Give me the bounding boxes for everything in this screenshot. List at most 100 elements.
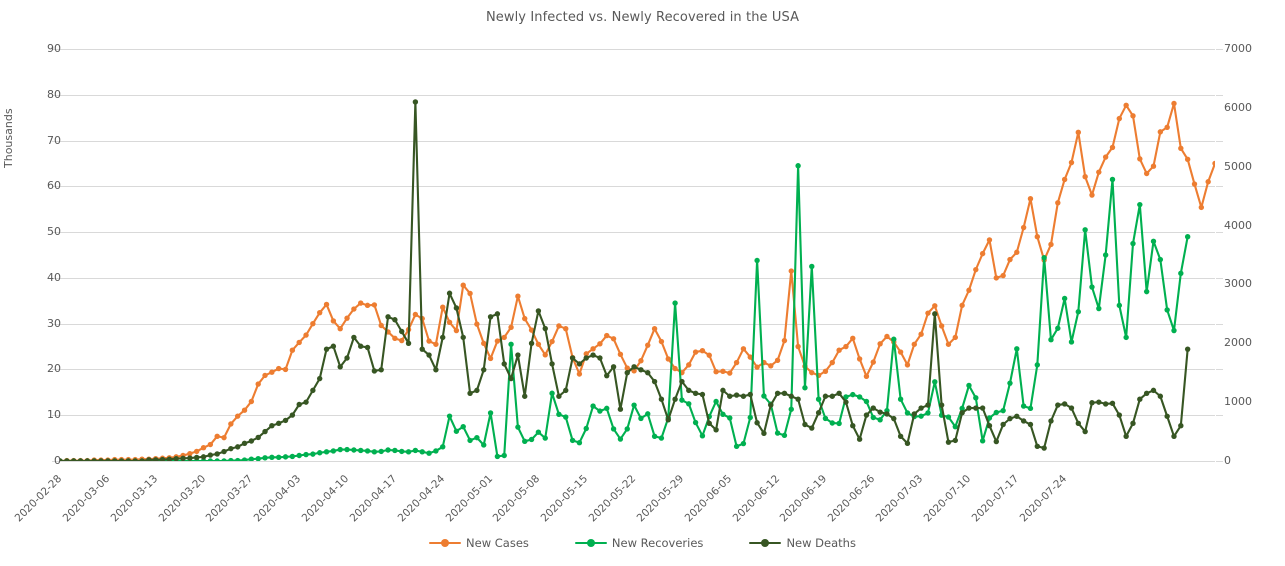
y-tick-mark-right (1216, 140, 1223, 142)
data-point (945, 341, 952, 347)
data-point (658, 435, 665, 441)
data-point (433, 367, 439, 373)
data-point (904, 362, 911, 368)
data-point (617, 351, 624, 358)
data-point (925, 310, 931, 316)
y-tick-label-left: 70 (47, 133, 61, 147)
data-point (296, 339, 302, 346)
data-point (699, 433, 706, 439)
data-point (446, 290, 453, 296)
data-point (672, 396, 678, 402)
data-point (433, 341, 439, 347)
x-tick-label: 2020-03-27 (203, 472, 256, 525)
y-tick-label-left: 80 (47, 87, 61, 101)
data-point (358, 447, 364, 454)
legend-dot (441, 539, 450, 547)
data-point (850, 335, 856, 342)
data-point (713, 398, 719, 405)
y-tick-mark-right (1216, 94, 1223, 96)
data-point (1109, 144, 1116, 151)
data-point (528, 327, 535, 333)
data-point (446, 319, 453, 325)
data-point (481, 340, 487, 347)
data-point (282, 417, 289, 424)
data-point (610, 364, 617, 370)
data-point (1178, 145, 1184, 152)
data-point (1075, 420, 1082, 427)
data-point (522, 393, 528, 399)
data-point (1116, 115, 1123, 122)
data-point (1130, 240, 1136, 247)
data-point (255, 434, 261, 441)
data-point (911, 411, 917, 417)
data-point (481, 442, 487, 448)
legend-label: New Deaths (786, 536, 856, 550)
data-point (535, 429, 542, 435)
data-point (105, 458, 111, 461)
data-point (296, 401, 302, 408)
data-point (877, 409, 883, 415)
data-point (727, 415, 733, 421)
legend-item[interactable]: New Recoveries (574, 536, 703, 550)
data-point (1137, 201, 1143, 208)
data-point (822, 415, 829, 422)
data-point (672, 300, 678, 306)
y-tick-mark-right (1216, 49, 1223, 50)
data-point (863, 373, 870, 380)
data-point (795, 396, 801, 402)
data-point (228, 445, 234, 452)
data-point (1178, 422, 1184, 429)
data-point (337, 364, 343, 370)
data-point (720, 368, 726, 374)
data-point (604, 405, 610, 412)
data-point (467, 390, 473, 397)
y-tick-mark-left (52, 232, 59, 234)
data-point (959, 302, 965, 309)
y-tick-label-right: 1000 (1224, 395, 1252, 409)
data-point (467, 290, 473, 297)
data-point (679, 378, 685, 385)
data-point (959, 410, 965, 416)
data-point (617, 436, 624, 442)
data-point (207, 452, 214, 458)
legend-item[interactable]: New Deaths (749, 536, 856, 550)
data-point (221, 434, 227, 441)
y-tick-mark-right (1216, 232, 1223, 234)
y-tick-label-left: 30 (47, 316, 61, 330)
data-point (1123, 102, 1129, 109)
data-point (651, 326, 658, 332)
data-point (870, 414, 876, 421)
data-point (433, 448, 439, 454)
data-point (624, 370, 630, 376)
legend-dot (761, 539, 770, 547)
data-point (610, 426, 617, 432)
y-tick-label-right: 2000 (1224, 336, 1252, 350)
data-point (549, 361, 555, 367)
data-point (815, 396, 822, 402)
data-point (631, 402, 637, 408)
data-point (255, 456, 261, 461)
data-point (706, 420, 712, 427)
data-point (241, 457, 248, 461)
y-tick-mark-right (1216, 369, 1223, 371)
data-point (638, 358, 644, 364)
data-point (897, 433, 904, 439)
legend-swatch-icon (749, 538, 782, 548)
data-point (815, 410, 822, 416)
data-point (938, 402, 945, 408)
data-point (1137, 396, 1143, 402)
data-point (303, 332, 309, 338)
data-point (378, 367, 384, 373)
y-tick-mark-right (1216, 186, 1223, 188)
data-point (576, 371, 583, 377)
data-point (1191, 181, 1198, 187)
x-tick-label: 2020-06-12 (730, 472, 782, 525)
data-point (1157, 393, 1164, 399)
data-point (1157, 129, 1164, 135)
y-tick-mark-left (52, 49, 59, 50)
data-point (323, 346, 330, 352)
legend-item[interactable]: New Cases (429, 536, 529, 550)
data-point (460, 282, 466, 288)
data-point (515, 352, 521, 358)
data-point (1198, 204, 1205, 211)
